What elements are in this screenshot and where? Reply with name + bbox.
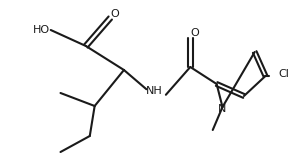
Text: O: O: [111, 9, 119, 19]
Text: O: O: [191, 28, 200, 38]
Text: Cl: Cl: [278, 69, 289, 79]
Text: NH: NH: [146, 86, 163, 96]
Text: N: N: [218, 104, 227, 114]
Text: HO: HO: [32, 25, 50, 35]
